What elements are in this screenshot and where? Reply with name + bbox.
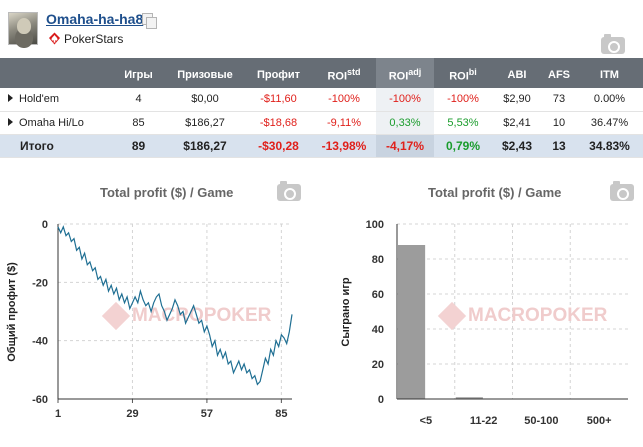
pokerstars-spade-icon xyxy=(49,32,60,45)
total-afs: 13 xyxy=(542,134,576,158)
row-name[interactable]: Hold'em xyxy=(0,88,112,112)
col-roi-bi[interactable]: ROIbi xyxy=(434,58,492,88)
total-itm: 34.83% xyxy=(576,134,643,158)
x-tick-label: 85 xyxy=(275,408,287,420)
line-chart-title: Total profit ($) / Game xyxy=(100,185,234,200)
x-tick-label: <5 xyxy=(420,415,433,427)
cell-profit: -$11,60 xyxy=(245,88,312,112)
total-row: Итого 89 $186,27 -$30,28 -13,98% -4,17% … xyxy=(0,134,643,158)
cell-games: 4 xyxy=(112,88,165,112)
cell-roi-adj: 0,33% xyxy=(376,111,434,135)
bar xyxy=(398,245,426,399)
y-tick-label: -40 xyxy=(32,336,48,348)
total-games: 89 xyxy=(112,134,165,158)
total-prize: $186,27 xyxy=(165,134,245,158)
camera-icon[interactable] xyxy=(610,181,634,201)
total-roi-adj: -4,17% xyxy=(376,134,434,158)
col-profit[interactable]: Профит xyxy=(245,58,312,88)
col-name xyxy=(0,58,112,88)
copy-icon[interactable] xyxy=(142,13,157,29)
profit-series-line xyxy=(57,225,293,386)
y-tick-label: -60 xyxy=(32,394,48,406)
cell-abi: $2,41 xyxy=(492,111,542,135)
x-tick-label: 57 xyxy=(201,408,213,420)
bar-chart-title: Total profit ($) / Game xyxy=(428,185,562,200)
y-tick-label: 0 xyxy=(42,219,48,231)
total-abi: $2,43 xyxy=(492,134,542,158)
player-avatar[interactable] xyxy=(8,12,38,45)
cell-games: 85 xyxy=(112,111,165,135)
col-roi-std[interactable]: ROIstd xyxy=(312,58,376,88)
username-link[interactable]: Omaha-ha-ha8 xyxy=(46,11,144,27)
col-afs[interactable]: AFS xyxy=(542,58,576,88)
cell-afs: 10 xyxy=(542,111,576,135)
total-label: Итого xyxy=(0,134,112,158)
cell-abi: $2,90 xyxy=(492,88,542,112)
col-itm[interactable]: ITM xyxy=(576,58,643,88)
cell-roi-std: -9,11% xyxy=(312,111,376,135)
expand-arrow-icon[interactable] xyxy=(8,117,13,126)
cell-roi-bi: 5,53% xyxy=(434,111,492,135)
stats-table: Игры Призовые Профит ROIstd ROIadj ROIbi… xyxy=(0,58,643,158)
x-tick-label: 29 xyxy=(126,408,138,420)
total-roi-bi: 0,79% xyxy=(434,134,492,158)
cell-itm: 36.47% xyxy=(576,111,643,135)
y-tick-label: 20 xyxy=(372,359,384,371)
y-tick-label: 100 xyxy=(366,219,384,231)
cell-itm: 0.00% xyxy=(576,88,643,112)
cell-roi-adj: -100% xyxy=(376,88,434,112)
camera-icon[interactable] xyxy=(601,34,625,54)
watermark: MACROPOKER xyxy=(468,305,608,326)
watermark-logo-icon xyxy=(437,301,467,331)
col-abi[interactable]: ABI xyxy=(492,58,542,88)
col-roi-adj[interactable]: ROIadj xyxy=(376,58,434,88)
y-tick-label: 0 xyxy=(378,394,384,406)
col-prize[interactable]: Призовые xyxy=(165,58,245,88)
table-row[interactable]: Hold'em 4 $0,00 -$11,60 -100% -100% -100… xyxy=(0,88,643,112)
total-roi-std: -13,98% xyxy=(312,134,376,158)
y-tick-label: 40 xyxy=(372,324,384,336)
table-row[interactable]: Omaha Hi/Lo 85 $186,27 -$18,68 -9,11% 0,… xyxy=(0,111,643,135)
total-profit: -$30,28 xyxy=(245,134,312,158)
col-games[interactable]: Игры xyxy=(112,58,165,88)
line-chart-ylabel: Общий профит ($) xyxy=(6,262,18,362)
y-tick-label: 60 xyxy=(372,289,384,301)
cell-prize: $0,00 xyxy=(165,88,245,112)
camera-icon[interactable] xyxy=(277,181,301,201)
x-tick-label: 1 xyxy=(55,408,61,420)
cell-roi-bi: -100% xyxy=(434,88,492,112)
x-tick-label: 11-22 xyxy=(470,415,498,427)
x-tick-label: 50-100 xyxy=(524,415,558,427)
cell-afs: 73 xyxy=(542,88,576,112)
cell-profit: -$18,68 xyxy=(245,111,312,135)
y-tick-label: 80 xyxy=(372,254,384,266)
cell-prize: $186,27 xyxy=(165,111,245,135)
row-name[interactable]: Omaha Hi/Lo xyxy=(0,111,112,135)
table-header-row: Игры Призовые Профит ROIstd ROIadj ROIbi… xyxy=(0,58,643,88)
room-name: PokerStars xyxy=(64,32,124,46)
bar xyxy=(455,397,483,399)
cell-roi-std: -100% xyxy=(312,88,376,112)
y-tick-label: -20 xyxy=(32,277,48,289)
x-tick-label: 500+ xyxy=(587,415,612,427)
bar-chart-ylabel: Сыграно игр xyxy=(340,277,352,347)
expand-arrow-icon[interactable] xyxy=(8,94,13,103)
